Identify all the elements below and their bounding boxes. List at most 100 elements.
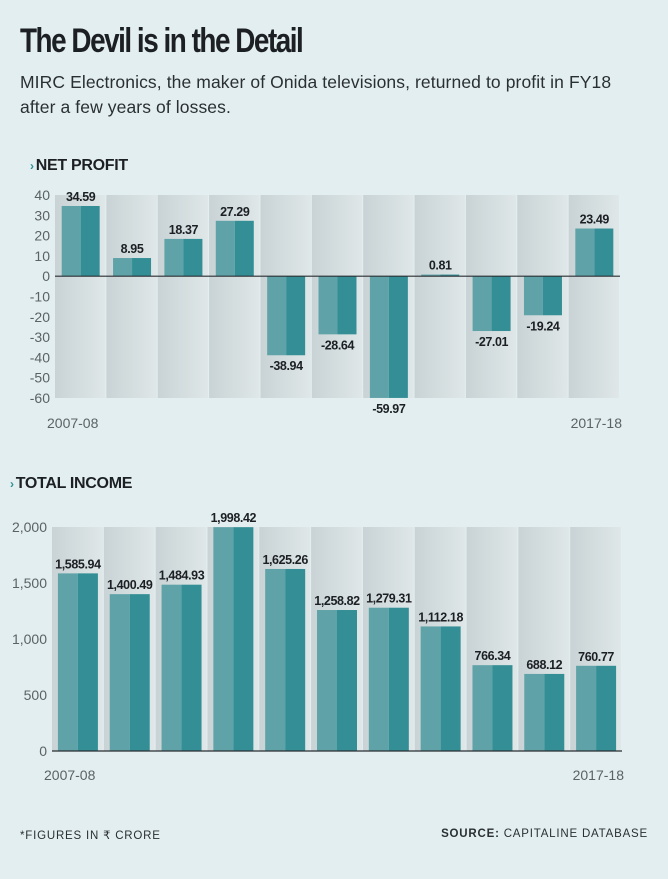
bar-left-face — [575, 228, 595, 277]
bar-left-face — [420, 626, 441, 751]
y-tick-label: -30 — [30, 329, 50, 345]
bar-left-face — [161, 584, 182, 751]
data-label: 27.29 — [220, 205, 250, 219]
y-tick-label: -20 — [30, 309, 50, 325]
y-tick-label: -50 — [30, 370, 50, 386]
bar-left-face — [421, 274, 441, 277]
page-subtitle: MIRC Electronics, the maker of Onida tel… — [20, 72, 612, 117]
y-tick-label: 40 — [34, 187, 50, 203]
data-label: 766.34 — [475, 649, 511, 663]
x-label-start: 2007-08 — [44, 767, 96, 783]
y-tick-label: 30 — [34, 207, 50, 223]
bar-right-face — [440, 274, 460, 277]
data-label: -19.24 — [526, 319, 559, 333]
data-label: 1,998.42 — [211, 511, 257, 525]
bar-left-face — [318, 276, 338, 335]
bar-left-face — [113, 258, 133, 277]
y-tick-label: 2,000 — [12, 519, 47, 535]
data-label: -38.94 — [270, 359, 303, 373]
bar-left-face — [265, 568, 286, 751]
bar-left-face — [472, 276, 492, 332]
bar-right-face — [337, 276, 357, 335]
bar-left-face — [164, 238, 184, 277]
bar-right-face — [594, 228, 614, 277]
page-title: The Devil is in the Detail — [20, 22, 304, 60]
bar-left-face — [472, 665, 493, 751]
source-credit: SOURCE: CAPITALINE DATABASE — [441, 828, 648, 840]
bar-left-face — [267, 276, 287, 356]
bar-right-face — [181, 584, 202, 751]
y-tick-label: 1,000 — [12, 631, 47, 647]
bar-right-face — [388, 276, 408, 398]
y-tick-label: 500 — [24, 687, 48, 703]
chevron-right-icon: › — [10, 477, 14, 491]
bar-right-face — [132, 258, 152, 277]
bar-right-face — [491, 276, 511, 332]
y-tick-label: -60 — [30, 390, 50, 406]
bar-right-face — [596, 665, 617, 751]
data-label: 1,625.26 — [262, 553, 308, 567]
source-value: CAPITALINE DATABASE — [503, 828, 648, 840]
bar-right-face — [77, 573, 98, 751]
bar-left-face — [368, 607, 389, 751]
bar-right-face — [440, 626, 461, 751]
data-label: 1,112.18 — [418, 610, 463, 624]
bar-right-face — [542, 276, 562, 316]
data-label: -59.97 — [372, 402, 405, 416]
background-panel — [106, 195, 157, 398]
data-label: 18.37 — [169, 223, 199, 237]
net-profit-title: NET PROFIT — [35, 157, 128, 174]
y-tick-label: 0 — [42, 268, 50, 284]
background-panel — [157, 195, 209, 398]
bar-right-face — [129, 594, 150, 751]
bar-left-face — [57, 573, 78, 751]
x-label-end: 2017-18 — [573, 767, 625, 783]
total-income-title: TOTAL INCOME — [15, 475, 133, 492]
data-label: 8.95 — [121, 242, 144, 256]
bar-left-face — [576, 665, 597, 751]
chevron-right-icon: › — [30, 159, 34, 173]
bar-right-face — [286, 276, 306, 356]
data-label: 1,400.49 — [107, 578, 153, 592]
x-label-end: 2017-18 — [571, 415, 623, 431]
data-label: 1,585.94 — [55, 557, 101, 571]
bar-right-face — [388, 607, 409, 751]
y-tick-label: 0 — [39, 743, 47, 759]
net-profit-chart: 40 30 20 10 0 -10 -20 -30 -40 -50 -60 34.59 8.95 18.3… — [30, 187, 623, 431]
bar-left-face — [109, 594, 130, 751]
data-label: 34.59 — [66, 190, 96, 204]
bar-right-face — [233, 527, 254, 751]
y-tick-label: 1,500 — [12, 575, 47, 591]
data-label: 1,258.82 — [314, 594, 360, 608]
total-income-chart: 2,000 1,500 1,000 500 0 1,585.94 1,400.49 1,484… — [12, 511, 625, 783]
bar-right-face — [544, 673, 565, 751]
y-tick-label: 10 — [34, 248, 50, 264]
data-label: 1,484.93 — [159, 569, 205, 583]
bar-right-face — [492, 665, 513, 751]
background-panel — [414, 195, 465, 398]
bar-left-face — [215, 220, 235, 277]
net-profit-heading: › NET PROFIT — [30, 157, 128, 175]
bar-right-face — [234, 220, 254, 277]
x-label-start: 2007-08 — [47, 415, 99, 431]
bar-left-face — [213, 527, 234, 751]
y-tick-label: -40 — [30, 349, 50, 365]
data-label: 23.49 — [580, 213, 610, 227]
bar-right-face — [285, 568, 306, 751]
bar-left-face — [317, 610, 337, 751]
data-label: -28.64 — [321, 338, 354, 352]
bar-left-face — [369, 276, 389, 398]
bar-right-face — [337, 610, 357, 751]
y-tick-label: 20 — [34, 228, 50, 244]
bar-left-face — [523, 276, 543, 316]
units-note: *FIGURES IN ₹ CRORE — [20, 830, 161, 842]
y-tick-label: -10 — [30, 289, 50, 305]
bar-right-face — [183, 238, 203, 277]
source-label: SOURCE: — [441, 828, 500, 840]
bar-left-face — [61, 205, 81, 277]
data-label: 0.81 — [429, 259, 452, 273]
total-income-heading: › TOTAL INCOME — [10, 475, 132, 493]
bar-left-face — [524, 673, 545, 751]
data-label: 760.77 — [578, 650, 614, 664]
bar-right-face — [80, 205, 100, 277]
